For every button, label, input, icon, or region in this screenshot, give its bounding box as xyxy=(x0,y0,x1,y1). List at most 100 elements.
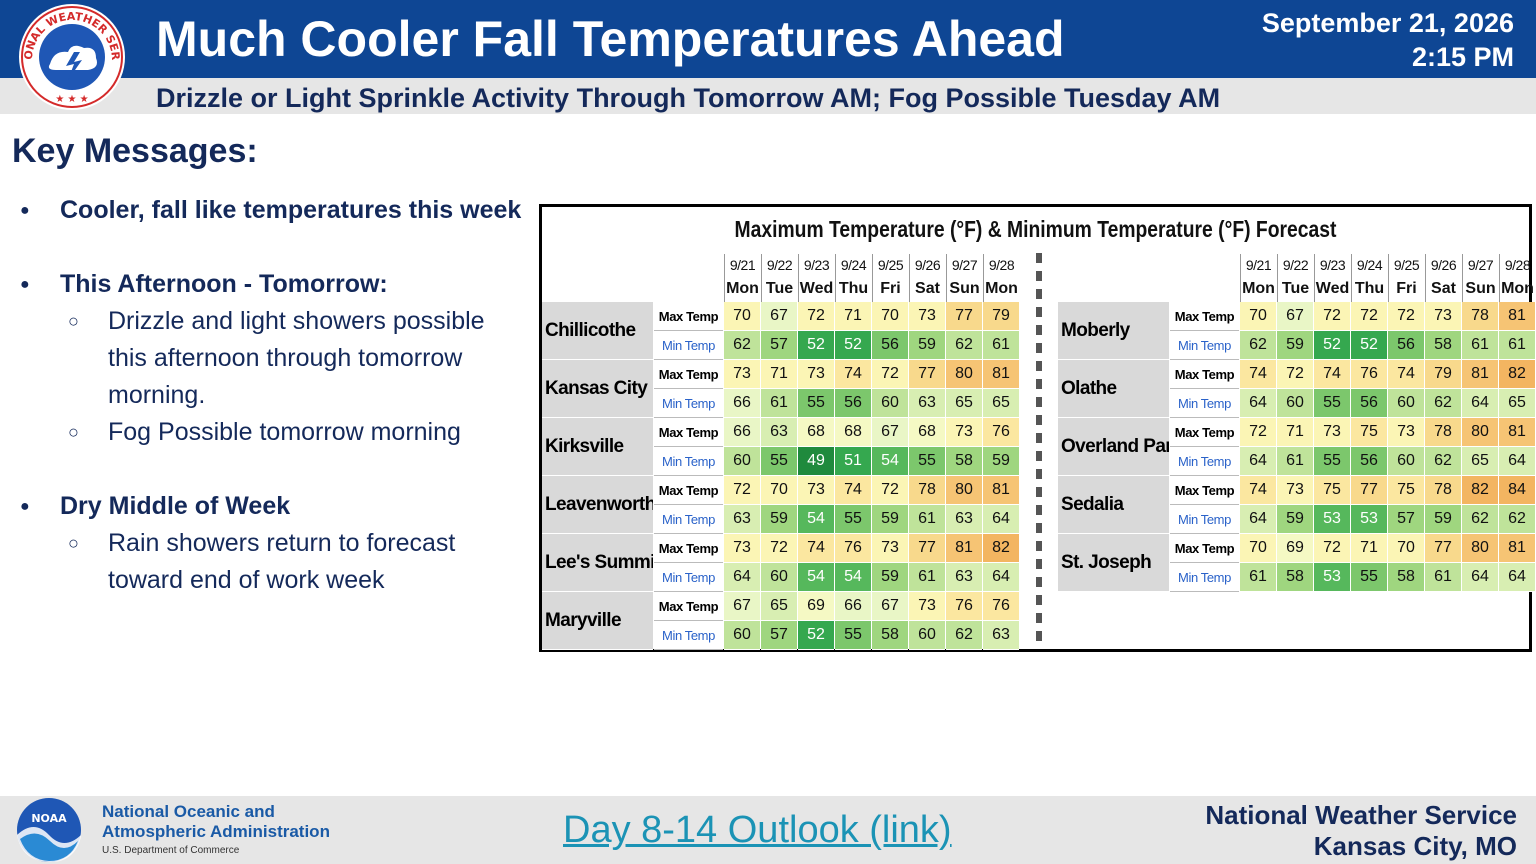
min-temp-cell: 61 xyxy=(1277,447,1313,476)
min-temp-cell: 62 xyxy=(1462,505,1498,534)
max-temp-cell: 81 xyxy=(1499,534,1535,563)
noaa-logo-icon: NOAA xyxy=(17,798,81,863)
max-temp-cell: 71 xyxy=(1277,418,1313,447)
date-header: 9/23 Wed xyxy=(798,254,834,302)
max-temp-cell: 74 xyxy=(1240,476,1276,505)
min-temp-cell: 63 xyxy=(946,563,982,592)
min-temp-cell: 60 xyxy=(1277,389,1313,418)
issue-datetime: September 21, 2026 2:15 PM xyxy=(1262,6,1514,74)
max-temp-cell: 84 xyxy=(1499,476,1535,505)
min-temp-cell: 56 xyxy=(1388,331,1424,360)
max-temp-cell: 69 xyxy=(798,592,834,621)
min-temp-cell: 59 xyxy=(872,505,908,534)
max-temp-cell: 78 xyxy=(1425,476,1461,505)
max-temp-cell: 73 xyxy=(909,302,945,331)
date-label: 9/26 xyxy=(914,257,941,273)
date-header: 9/26 Sat xyxy=(1425,254,1461,302)
max-temp-label: Max Temp xyxy=(1170,302,1239,331)
max-temp-cell: 70 xyxy=(1240,534,1276,563)
key-messages-list: Cooler, fall like temperatures this week… xyxy=(20,192,525,599)
min-temp-cell: 64 xyxy=(1240,389,1276,418)
header-bar xyxy=(0,0,1536,78)
subtitle-bar xyxy=(0,78,1536,114)
weekday-label: Mon xyxy=(1242,280,1275,297)
max-temp-label: Max Temp xyxy=(654,302,723,331)
min-temp-cell: 61 xyxy=(1240,563,1276,592)
forecast-table-left: 9/21 Mon 9/22 Tue 9/23 Wed 9/24 Thu 9/25 Fri 9/26 S… xyxy=(542,254,1019,650)
min-temp-cell: 59 xyxy=(1277,505,1313,534)
nws-office-line-2: Kansas City, MO xyxy=(1313,831,1517,861)
city-name: Lee's Summit xyxy=(542,534,653,592)
min-temp-cell: 52 xyxy=(835,331,871,360)
date-label: 9/22 xyxy=(766,257,793,273)
max-temp-cell: 72 xyxy=(1388,302,1424,331)
min-temp-label: Min Temp xyxy=(1170,331,1239,360)
min-temp-cell: 59 xyxy=(909,331,945,360)
max-temp-cell: 79 xyxy=(983,302,1019,331)
min-temp-cell: 65 xyxy=(1462,447,1498,476)
key-message-2-sub-1: Drizzle and light showers possible this … xyxy=(20,303,525,414)
min-temp-cell: 56 xyxy=(835,389,871,418)
max-temp-cell: 81 xyxy=(946,534,982,563)
min-temp-cell: 64 xyxy=(1462,389,1498,418)
issue-time: 2:15 PM xyxy=(1411,42,1514,72)
max-temp-label: Max Temp xyxy=(654,418,723,447)
weekday-label: Tue xyxy=(765,280,794,297)
max-temp-cell: 63 xyxy=(761,418,797,447)
date-label: 9/26 xyxy=(1430,257,1457,273)
max-temp-cell: 72 xyxy=(1314,534,1350,563)
max-temp-cell: 65 xyxy=(761,592,797,621)
max-temp-cell: 76 xyxy=(983,418,1019,447)
date-header: 9/25 Fri xyxy=(1388,254,1424,302)
city-name: Kirksville xyxy=(542,418,653,476)
max-temp-cell: 72 xyxy=(1240,418,1276,447)
max-temp-cell: 72 xyxy=(761,534,797,563)
date-label: 9/25 xyxy=(1393,257,1420,273)
max-temp-cell: 76 xyxy=(835,534,871,563)
key-message-3: Dry Middle of Week xyxy=(20,488,525,525)
min-temp-cell: 62 xyxy=(946,621,982,650)
min-temp-cell: 65 xyxy=(983,389,1019,418)
min-temp-cell: 53 xyxy=(1314,505,1350,534)
max-temp-cell: 74 xyxy=(835,476,871,505)
city-name: Maryville xyxy=(542,592,653,650)
min-temp-cell: 57 xyxy=(761,331,797,360)
min-temp-cell: 60 xyxy=(1388,389,1424,418)
key-messages-heading: Key Messages: xyxy=(12,132,258,170)
max-temp-cell: 73 xyxy=(872,534,908,563)
max-temp-cell: 73 xyxy=(798,360,834,389)
min-temp-cell: 60 xyxy=(724,447,760,476)
day-8-14-outlook-link[interactable]: Day 8-14 Outlook (link) xyxy=(563,809,952,851)
min-temp-cell: 61 xyxy=(1425,563,1461,592)
issue-date: September 21, 2026 xyxy=(1261,8,1514,38)
max-temp-cell: 77 xyxy=(909,534,945,563)
date-label: 9/23 xyxy=(803,257,830,273)
noaa-logo-text: NOAA xyxy=(31,812,67,825)
key-message-2-sub-2: Fog Possible tomorrow morning xyxy=(20,414,525,451)
max-temp-cell: 80 xyxy=(946,476,982,505)
city-name: Overland Park xyxy=(1058,418,1169,476)
nws-office: National Weather Service Kansas City, MO xyxy=(1205,800,1517,862)
max-temp-cell: 76 xyxy=(1351,360,1387,389)
date-header: 9/28 Mon xyxy=(983,254,1019,302)
max-temp-cell: 73 xyxy=(724,360,760,389)
min-temp-cell: 60 xyxy=(761,563,797,592)
max-temp-cell: 77 xyxy=(1425,534,1461,563)
min-temp-label: Min Temp xyxy=(654,563,723,592)
min-temp-cell: 61 xyxy=(1499,331,1535,360)
max-temp-cell: 75 xyxy=(1351,418,1387,447)
min-temp-cell: 61 xyxy=(983,331,1019,360)
min-temp-cell: 63 xyxy=(946,505,982,534)
max-temp-cell: 82 xyxy=(983,534,1019,563)
weekday-label: Fri xyxy=(880,280,901,297)
min-temp-cell: 55 xyxy=(835,505,871,534)
min-temp-cell: 58 xyxy=(1425,331,1461,360)
min-temp-cell: 52 xyxy=(798,331,834,360)
min-temp-cell: 64 xyxy=(724,563,760,592)
min-temp-cell: 55 xyxy=(761,447,797,476)
max-temp-cell: 82 xyxy=(1462,476,1498,505)
max-temp-cell: 77 xyxy=(909,360,945,389)
forecast-table-panel: Maximum Temperature (°F) & Minimum Tempe… xyxy=(539,204,1535,652)
weekday-label: Wed xyxy=(1315,280,1350,297)
min-temp-cell: 60 xyxy=(1388,447,1424,476)
